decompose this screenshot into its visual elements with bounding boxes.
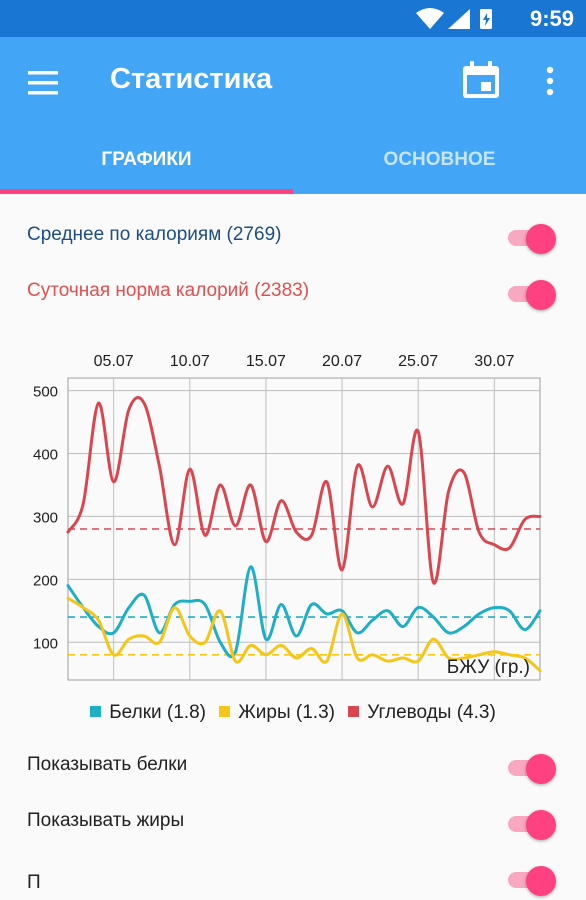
show-fats-row[interactable]: Показывать жиры: [0, 798, 586, 848]
show-fats-label: Показывать жиры: [27, 810, 185, 831]
more-options-icon[interactable]: [538, 65, 562, 97]
switch-thumb: [526, 810, 556, 840]
signal-icon: [448, 9, 470, 29]
daily-norm-switch[interactable]: [506, 278, 556, 310]
average-calories-label: Среднее по калориям (2769): [27, 224, 282, 245]
tab-indicator: [0, 189, 293, 194]
daily-norm-row[interactable]: Суточная норма калорий (2383): [0, 268, 586, 318]
show-fats-switch[interactable]: [506, 808, 556, 840]
show-proteins-label: Показывать белки: [27, 754, 188, 775]
legend-item-carbs: Углеводы (4.3): [348, 702, 496, 724]
x-tick-label: 20.07: [322, 353, 362, 370]
fats-swatch: [219, 706, 231, 717]
partial-toggle-switch[interactable]: [506, 866, 556, 896]
x-tick-label: 25.07: [398, 353, 438, 370]
chart-axis-label: БЖУ (гр.): [447, 657, 530, 678]
x-tick-label: 15.07: [246, 353, 286, 370]
y-tick-label: 300: [33, 509, 58, 526]
legend-proteins-label: Белки (1.8): [109, 702, 206, 723]
show-proteins-switch[interactable]: [506, 752, 556, 784]
app-bar: Статистика ГРАФИКИ ОСНОВНОЕ: [0, 37, 586, 194]
switch-thumb: [526, 280, 556, 310]
legend-carbs-label: Углеводы (4.3): [367, 702, 496, 723]
partial-toggle-label: П: [27, 872, 41, 893]
menu-icon[interactable]: [22, 67, 64, 99]
chart-legend: Белки (1.8) Жиры (1.3) Углеводы (4.3): [0, 702, 586, 732]
status-bar: 9:59: [0, 0, 586, 37]
legend-item-proteins: Белки (1.8): [90, 702, 206, 724]
carbs-swatch: [348, 706, 360, 717]
calendar-icon[interactable]: [460, 57, 502, 101]
proteins-series-line: [66, 565, 542, 659]
legend-item-fats: Жиры (1.3): [219, 702, 335, 724]
x-tick-label: 30.07: [474, 353, 514, 370]
x-tick-label: 05.07: [94, 353, 134, 370]
proteins-swatch: [90, 706, 102, 717]
y-tick-label: 500: [33, 384, 58, 401]
carbs-series-line: [66, 396, 542, 585]
average-calories-switch[interactable]: [506, 222, 556, 254]
tab-graphs[interactable]: ГРАФИКИ: [101, 149, 192, 170]
tab-main[interactable]: ОСНОВНОЕ: [383, 149, 496, 170]
wifi-icon: [416, 8, 444, 29]
legend-fats-label: Жиры (1.3): [238, 702, 335, 723]
nutrition-line-chart: 500 400 300 200 100 05.07 10.07 15.07 20.07 25.07…: [33, 353, 542, 681]
y-tick-label: 200: [33, 572, 58, 589]
show-proteins-row[interactable]: Показывать белки: [0, 742, 586, 792]
x-tick-label: 10.07: [170, 353, 210, 370]
switch-thumb: [526, 754, 556, 784]
fats-series-line: [66, 596, 542, 673]
status-time: 9:59: [529, 6, 574, 31]
page-title: Статистика: [110, 63, 273, 95]
daily-norm-label: Суточная норма калорий (2383): [27, 280, 310, 301]
switch-thumb: [526, 866, 556, 896]
y-tick-label: 100: [33, 635, 58, 652]
status-icons: [416, 8, 492, 29]
average-calories-row[interactable]: Среднее по калориям (2769): [0, 212, 586, 262]
switch-thumb: [526, 224, 556, 254]
y-tick-label: 400: [33, 447, 58, 464]
partial-toggle-row[interactable]: П: [0, 866, 586, 900]
